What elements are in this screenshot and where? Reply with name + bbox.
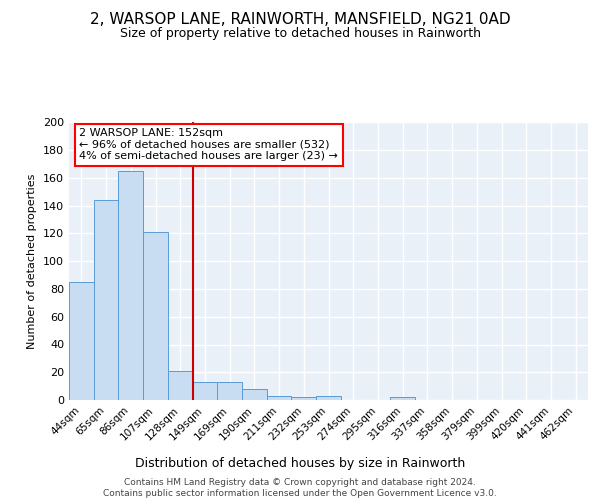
Text: 2 WARSOP LANE: 152sqm
← 96% of detached houses are smaller (532)
4% of semi-deta: 2 WARSOP LANE: 152sqm ← 96% of detached … [79, 128, 338, 161]
Bar [242, 389, 267, 400]
Text: Contains HM Land Registry data © Crown copyright and database right 2024.
Contai: Contains HM Land Registry data © Crown c… [103, 478, 497, 498]
Bar [69, 282, 94, 400]
Bar [267, 396, 292, 400]
Text: 2, WARSOP LANE, RAINWORTH, MANSFIELD, NG21 0AD: 2, WARSOP LANE, RAINWORTH, MANSFIELD, NG… [89, 12, 511, 28]
Y-axis label: Number of detached properties: Number of detached properties [28, 174, 37, 349]
Text: Size of property relative to detached houses in Rainworth: Size of property relative to detached ho… [119, 28, 481, 40]
Bar [390, 397, 415, 400]
Bar [168, 371, 193, 400]
Bar [143, 232, 168, 400]
Text: Distribution of detached houses by size in Rainworth: Distribution of detached houses by size … [135, 458, 465, 470]
Bar [316, 396, 341, 400]
Bar [292, 397, 316, 400]
Bar [118, 171, 143, 400]
Bar [193, 382, 217, 400]
Bar [94, 200, 118, 400]
Bar [217, 382, 242, 400]
